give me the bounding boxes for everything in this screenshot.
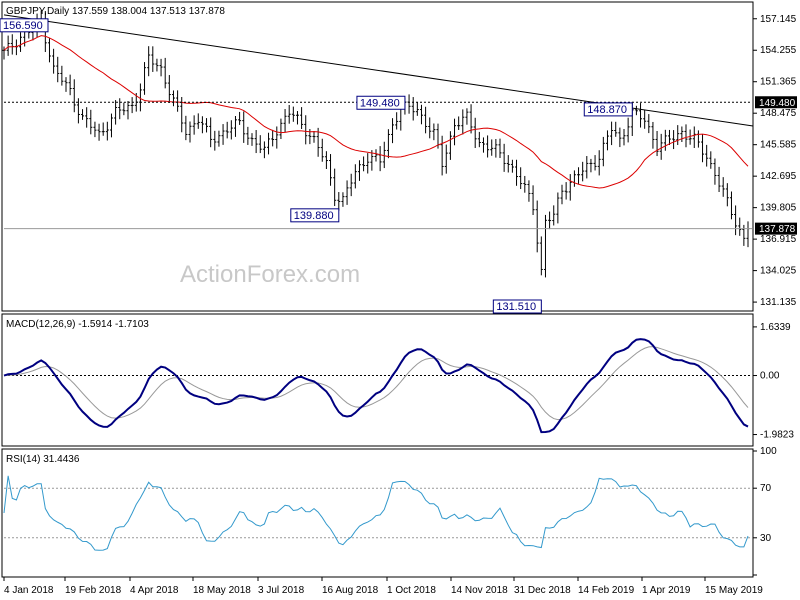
y-tick-label: 131.135	[760, 297, 797, 308]
price-axis-box	[755, 222, 797, 235]
y-tick-label: 136.915	[760, 234, 797, 245]
macd-title: MACD(12,26,9) -1.5914 -1.7103	[6, 319, 149, 330]
y-tick-label: 151.365	[760, 77, 797, 88]
extreme-label: 148.870	[587, 104, 627, 116]
price-axis-box-label: 137.878	[759, 224, 796, 235]
rsi-panel-frame	[1, 448, 754, 578]
y-tick-label: 154.255	[760, 45, 797, 56]
macd-panel: 1.6339 0.00 -1.9823	[3, 322, 794, 441]
macd-panel-frame	[1, 313, 754, 447]
extreme-label: 139.880	[294, 210, 334, 222]
x-tick-label: 18 May 2018	[193, 585, 251, 596]
extreme-label-box	[290, 208, 340, 223]
extreme-label: 149.480	[360, 97, 400, 109]
x-tick-label: 4 Apr 2018	[130, 585, 179, 596]
extreme-label-box	[356, 95, 406, 110]
price-axis-box-label: 149.480	[759, 98, 796, 109]
rsi-panel: 100 70 30	[3, 446, 777, 576]
x-tick-label: 16 Aug 2018	[322, 585, 379, 596]
x-tick-label: 14 Nov 2018	[451, 585, 508, 596]
x-tick-label: 31 Dec 2018	[514, 585, 571, 596]
extreme-label-box	[492, 299, 542, 314]
x-tick-label: 1 Oct 2018	[387, 585, 436, 596]
rsi-y-tick-label: 100	[760, 446, 777, 457]
x-tick-label: 4 Jan 2018	[4, 585, 54, 596]
y-tick-label: 157.145	[760, 14, 797, 25]
x-tick-label: 1 Apr 2019	[642, 585, 691, 596]
x-tick-label: 19 Feb 2018	[65, 585, 122, 596]
price-axis-box	[755, 96, 797, 109]
macd-y-tick-label: 0.00	[760, 371, 780, 382]
rsi-y-tick-label: 30	[760, 533, 772, 544]
y-tick-label: 148.475	[760, 108, 797, 119]
y-tick-label: 134.025	[760, 266, 797, 277]
extreme-label-box	[0, 18, 49, 33]
macd-line	[3, 338, 749, 434]
x-tick-label: 3 Jul 2018	[258, 585, 305, 596]
extreme-label-box	[583, 102, 633, 117]
macd-signal-line	[3, 346, 749, 421]
price-chart-title: GBPJPY,Daily 137.559 138.004 137.513 137…	[6, 6, 225, 17]
price-panel: 157.145 154.255 151.365 148.475 145.585 142.6…	[0, 10, 797, 314]
macd-y-tick-label: -1.9823	[760, 430, 794, 441]
rsi-y-tick-label: 70	[760, 483, 772, 494]
rsi-line	[3, 475, 749, 551]
x-axis: 4 Jan 2018 19 Feb 2018 4 Apr 2018 18 May 20…	[3, 577, 763, 596]
y-tick-label: 145.585	[760, 140, 797, 151]
y-tick-label: 139.805	[760, 203, 797, 214]
extreme-label: 156.590	[3, 20, 43, 32]
x-tick-label: 14 Feb 2019	[578, 585, 635, 596]
extreme-label: 131.510	[496, 301, 536, 313]
price-panel-frame	[1, 1, 754, 312]
x-tick-label: 15 May 2019	[705, 585, 763, 596]
y-tick-label: 142.695	[760, 171, 797, 182]
macd-y-tick-label: 1.6339	[760, 322, 791, 333]
moving-average-line	[3, 35, 749, 189]
watermark: ActionForex.com	[180, 261, 360, 288]
rsi-title: RSI(14) 31.4436	[6, 454, 80, 465]
